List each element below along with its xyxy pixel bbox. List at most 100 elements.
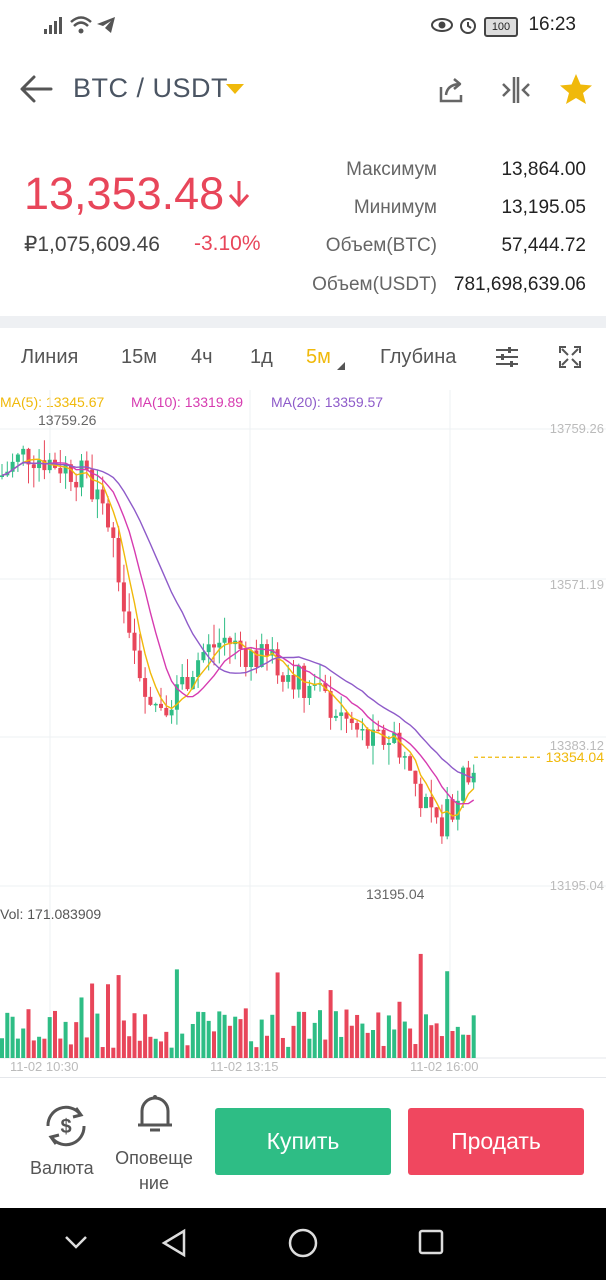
candle-body — [424, 796, 428, 809]
ma20-line — [1, 461, 474, 779]
x-tick-label: 11-02 10:30 — [10, 1059, 78, 1074]
stat-label-high: Максимум — [346, 159, 437, 180]
share-icon[interactable] — [437, 75, 467, 105]
candle-body — [397, 732, 402, 758]
candle-body — [445, 799, 450, 837]
bell-icon[interactable] — [136, 1093, 174, 1135]
candle-body — [174, 684, 179, 710]
candle-body — [392, 732, 397, 743]
chevron-down-icon[interactable] — [226, 84, 244, 94]
pair-selector[interactable]: BTC / USDT — [73, 73, 229, 103]
chevron-down-icon[interactable] — [64, 1234, 88, 1250]
candle-body — [339, 712, 344, 716]
volume-bar — [445, 971, 450, 1058]
section-divider — [0, 316, 606, 328]
candle-body — [307, 685, 312, 698]
stat-value-low: 13,195.05 — [501, 197, 586, 218]
x-tick-label: 11-02 16:00 — [410, 1059, 478, 1074]
volume-bar — [413, 1044, 418, 1058]
volume-bar — [355, 1014, 360, 1058]
recents-square-icon[interactable] — [418, 1229, 446, 1257]
volume-bar — [116, 975, 121, 1058]
volume-bar — [143, 1014, 148, 1058]
ma10-line — [1, 461, 475, 805]
battery-icon: 100 — [484, 17, 518, 37]
fiat-price: ₽1,075,609.46 — [24, 233, 160, 256]
candle-body — [408, 756, 413, 771]
volume-bar — [95, 1013, 100, 1058]
candle-body — [63, 464, 68, 474]
candle-body — [333, 715, 338, 718]
sell-button[interactable]: Продать — [408, 1108, 584, 1175]
volume-bar — [424, 1014, 428, 1058]
volume-bar — [270, 1014, 275, 1058]
volume-bar — [291, 1025, 296, 1058]
alarm-icon — [460, 18, 476, 34]
volume-bar — [180, 1033, 185, 1058]
currency-label[interactable]: Валюта — [30, 1158, 94, 1178]
settings-sliders-icon[interactable] — [495, 345, 519, 369]
fullscreen-icon[interactable] — [559, 346, 581, 368]
compare-icon[interactable] — [500, 75, 532, 105]
home-circle-icon[interactable] — [288, 1228, 318, 1258]
volume-bar — [339, 1036, 344, 1058]
candle-body — [111, 527, 116, 538]
candle-body — [90, 469, 95, 500]
back-triangle-icon[interactable] — [160, 1228, 188, 1258]
volume-bar — [381, 1045, 386, 1058]
candle-body — [196, 660, 201, 678]
tab-dropdown-icon — [337, 362, 345, 370]
volume-bar — [302, 1011, 307, 1058]
back-arrow-icon[interactable] — [18, 74, 54, 104]
tab-5m[interactable]: 5м — [306, 346, 331, 368]
candle-body — [31, 464, 36, 469]
candle-body — [461, 767, 466, 801]
volume-bar — [5, 1012, 10, 1058]
candle-body — [190, 677, 195, 690]
candle-body — [328, 691, 333, 718]
candle-body — [243, 648, 248, 667]
alert-label-line2: ние — [138, 1173, 169, 1193]
tab-depth[interactable]: Глубина — [380, 346, 457, 368]
candle-body — [280, 675, 285, 682]
candle-body — [148, 696, 153, 705]
buy-button[interactable]: Купить — [215, 1108, 391, 1175]
currency-exchange-icon[interactable]: $ — [40, 1102, 92, 1150]
candle-body — [455, 800, 460, 820]
candle-body — [349, 718, 354, 724]
volume-bar — [111, 1047, 116, 1058]
candle-body — [206, 644, 211, 653]
volume-bar — [53, 1010, 57, 1058]
candle-body — [137, 650, 142, 679]
tab-line[interactable]: Линия — [21, 346, 79, 368]
tab-1d[interactable]: 1д — [250, 346, 273, 368]
candle-body — [376, 729, 381, 732]
volume-bar — [243, 1008, 248, 1058]
candle-body — [249, 650, 254, 667]
alert-label[interactable]: Оповеще ние — [112, 1146, 196, 1196]
volume-bar — [164, 1031, 169, 1058]
tab-15m[interactable]: 15м — [121, 346, 157, 368]
y-tick-label: 13759.26 — [550, 421, 604, 436]
volume-bar — [275, 972, 280, 1058]
volume-bar — [15, 1038, 20, 1058]
tab-4h[interactable]: 4ч — [191, 346, 213, 368]
alert-label-line1: Оповеще — [115, 1148, 193, 1168]
candle-body — [132, 632, 137, 651]
volume-label: Vol: 171.083909 — [0, 906, 101, 922]
candle-body — [100, 489, 105, 504]
stat-value-high: 13,864.00 — [501, 159, 586, 180]
candle-body — [74, 481, 79, 488]
telegram-icon — [97, 17, 115, 33]
volume-bar — [328, 990, 333, 1058]
volume-bar — [265, 1035, 269, 1058]
ma5-line — [1, 458, 475, 817]
candle-body — [42, 460, 47, 471]
price-chart[interactable]: 13759.26 13571.19 13383.12 13195.04 13354.04… — [0, 390, 606, 1075]
candle-body — [159, 703, 163, 708]
x-tick-label: 11-02 13:15 — [210, 1059, 278, 1074]
star-icon[interactable] — [558, 72, 594, 106]
volume-bar — [185, 1045, 190, 1058]
candle-body — [222, 637, 227, 643]
volume-bar — [333, 1011, 338, 1058]
